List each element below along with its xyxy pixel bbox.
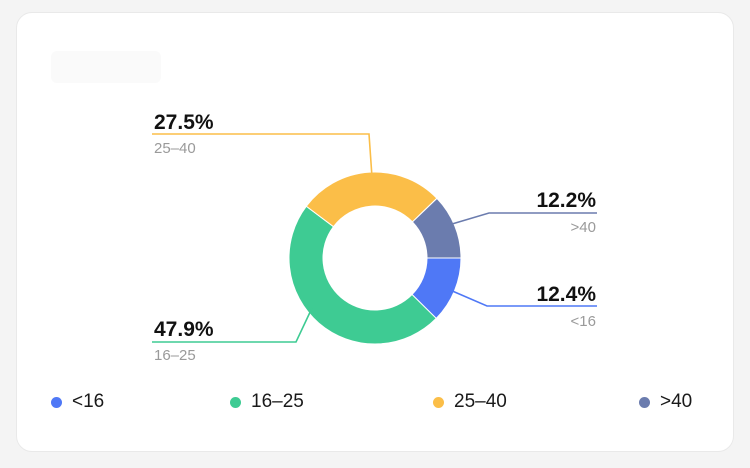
legend-dot-16-25 [230, 396, 241, 408]
callout-label-16-25: 16–25 [154, 347, 196, 364]
callout-label-under16: <16 [571, 313, 596, 330]
legend-label-over40: >40 [660, 391, 693, 412]
legend-item-under16[interactable]: <16 [51, 388, 104, 416]
legend-label-25-40: 25–40 [454, 391, 507, 412]
chart-card [16, 12, 734, 452]
callout-value-25-40: 27.5% [154, 111, 214, 134]
legend-item-over40[interactable]: >40 [639, 388, 692, 416]
donut-slice-25-40[interactable] [305, 171, 438, 228]
callout-label-25-40: 25–40 [154, 140, 196, 157]
donut-slices [288, 171, 462, 345]
legend-item-16-25[interactable]: 16–25 [230, 388, 304, 416]
callout-value-under16: 12.4% [536, 283, 596, 306]
chart-legend: <16 16–25 25–40 >40 [0, 388, 750, 416]
donut-slice-over40[interactable] [411, 197, 462, 259]
leader-line-25-40 [152, 133, 373, 178]
callout-label-over40: >40 [571, 219, 596, 236]
legend-item-25-40[interactable]: 25–40 [433, 388, 507, 416]
legend-dot-over40 [639, 396, 650, 408]
leader-line-under16 [449, 289, 597, 307]
callout-value-16-25: 47.9% [154, 318, 214, 341]
legend-dot-under16 [51, 396, 62, 408]
leader-line-16-25 [152, 307, 313, 343]
title-placeholder [51, 51, 161, 83]
legend-label-16-25: 16–25 [251, 391, 304, 412]
legend-dot-25-40 [433, 396, 444, 408]
donut-slice-16-25[interactable] [288, 205, 437, 345]
leader-line-over40 [451, 212, 597, 225]
callout-value-over40: 12.2% [536, 189, 596, 212]
legend-label-under16: <16 [72, 391, 105, 412]
